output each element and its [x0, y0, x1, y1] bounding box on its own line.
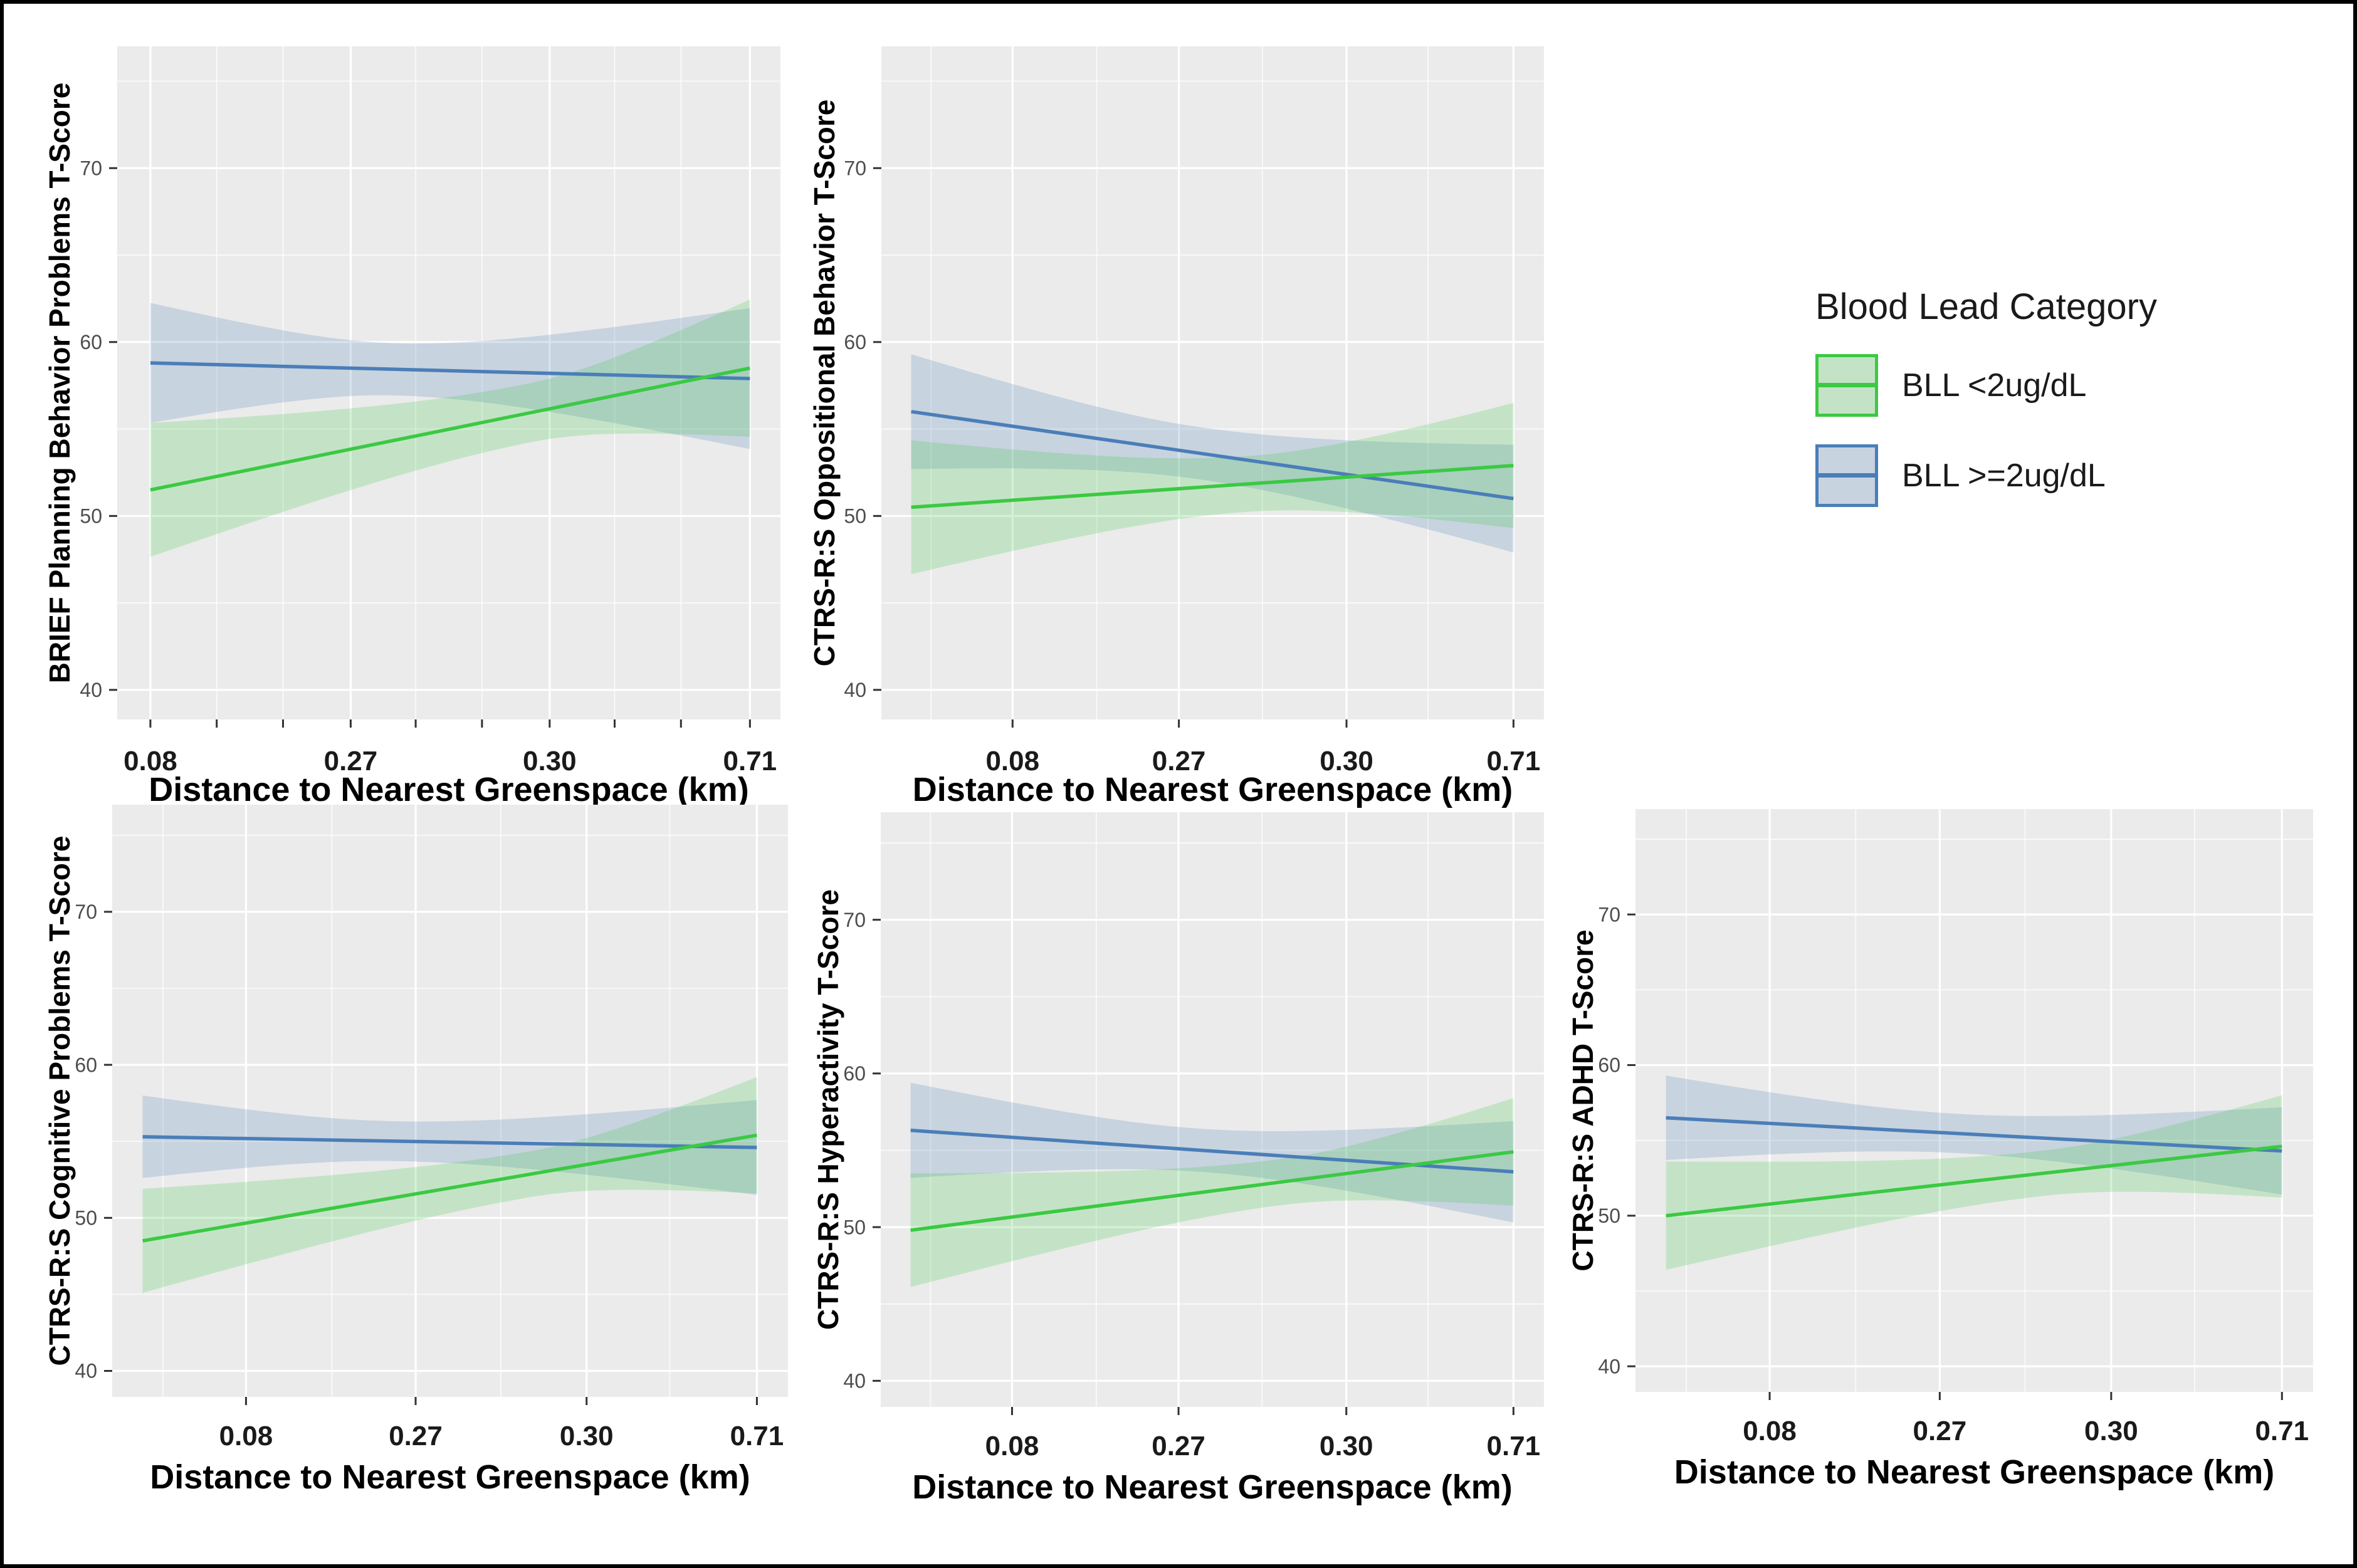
x-axis-title: Distance to Nearest Greenspace (km) — [912, 1468, 1512, 1506]
x-tick-label: 0.71 — [723, 746, 777, 776]
x-tick-label: 0.71 — [2255, 1416, 2309, 1446]
ci-ribbon — [911, 402, 1514, 575]
y-tick-label: 60 — [80, 331, 102, 353]
y-tick-label: 70 — [75, 901, 97, 923]
y-tick-label: 50 — [843, 1216, 866, 1238]
ci-ribbon — [142, 1095, 757, 1195]
panel-svg: 0.08 0.27 0.30 0.71 40 50 60 70 Distance to Near… — [808, 46, 1544, 808]
y-tick-label: 70 — [1598, 903, 1620, 926]
panel-background — [1635, 809, 2313, 1392]
y-tick-label: 70 — [80, 157, 102, 179]
y-tick-label: 60 — [1598, 1054, 1620, 1077]
chart-brief-planning: 0.08 0.27 0.30 0.71 40 50 60 70 Distance to Near… — [41, 10, 806, 825]
y-tick-label: 40 — [1598, 1355, 1620, 1377]
y-tick-label: 50 — [844, 505, 866, 528]
y-tick-label: 50 — [80, 505, 102, 528]
panel-background — [112, 805, 788, 1397]
panel-svg: 0.08 0.27 0.30 0.71 40 50 60 70 Distance to Near… — [1567, 809, 2313, 1491]
trend-line — [150, 361, 750, 380]
chart-cognitive-problems: 0.08 0.27 0.30 0.71 40 50 60 70 Distance to Near… — [41, 787, 819, 1514]
x-tick-label: 0.30 — [2084, 1416, 2138, 1446]
legend-items: BLL <2ug/dL BLL >=2ug/dL — [1815, 354, 2292, 507]
trend-line — [1666, 1116, 2282, 1153]
y-axis-title: CTRS-R:S Oppositional Behavior T-Score — [808, 100, 841, 667]
legend-item: BLL <2ug/dL — [1815, 354, 2292, 417]
panel-svg: 0.08 0.27 0.30 0.71 40 50 60 70 Distance to Near… — [43, 805, 788, 1496]
chart-hyperactivity: 0.08 0.27 0.30 0.71 40 50 60 70 Distance to Near… — [810, 787, 1575, 1514]
y-tick-label: 70 — [844, 157, 866, 179]
legend: Blood Lead Category BLL <2ug/dL BLL >=2ug… — [1815, 286, 2292, 535]
panel-svg: 0.08 0.27 0.30 0.71 40 50 60 70 Distance to Near… — [812, 812, 1544, 1506]
legend-key-line — [1819, 473, 1875, 478]
chart-oppositional-behavior: 0.08 0.27 0.30 0.71 40 50 60 70 Distance to Near… — [806, 10, 1571, 825]
y-tick-label: 40 — [844, 679, 866, 701]
y-tick-label: 50 — [75, 1207, 97, 1230]
x-tick-label: 0.27 — [389, 1421, 443, 1451]
panel-background — [881, 812, 1544, 1407]
panel-background — [881, 46, 1544, 719]
x-tick-label: 0.30 — [523, 746, 577, 776]
chart-adhd: 0.08 0.27 0.30 0.71 40 50 60 70 Distance to Near… — [1565, 787, 2348, 1514]
x-tick-label: 0.08 — [123, 746, 177, 776]
x-tick-label: 0.27 — [1152, 1431, 1205, 1461]
trend-line — [911, 464, 1514, 510]
x-tick-label: 0.71 — [730, 1421, 784, 1451]
y-tick-label: 40 — [80, 679, 102, 701]
panel-svg: 0.08 0.27 0.30 0.71 40 50 60 70 Distance to Near… — [43, 46, 780, 808]
trend-line — [142, 1133, 757, 1243]
x-tick-label: 0.30 — [560, 1421, 614, 1451]
ci-ribbon — [142, 1077, 757, 1293]
x-axis-title: Distance to Nearest Greenspace (km) — [913, 771, 1513, 808]
x-tick-label: 0.30 — [1320, 746, 1373, 776]
legend-title: Blood Lead Category — [1815, 286, 2157, 327]
legend-item-label: BLL <2ug/dL — [1902, 367, 2087, 404]
y-tick-label: 70 — [843, 909, 866, 931]
y-axis-title: CTRS-R:S ADHD T-Score — [1567, 929, 1599, 1271]
x-tick-label: 0.71 — [1487, 1431, 1541, 1461]
x-tick-label: 0.08 — [1743, 1416, 1797, 1446]
legend-key-swatch — [1815, 354, 1878, 417]
y-tick-label: 40 — [843, 1370, 866, 1393]
trend-line — [150, 366, 750, 492]
x-tick-label: 0.27 — [324, 746, 378, 776]
legend-key-swatch — [1815, 444, 1878, 507]
x-axis-title: Distance to Nearest Greenspace (km) — [149, 771, 748, 808]
trend-line — [911, 410, 1514, 501]
legend-key-line — [1819, 383, 1875, 387]
x-tick-label: 0.71 — [1487, 746, 1541, 776]
x-axis-title: Distance to Nearest Greenspace (km) — [150, 1458, 750, 1496]
ci-ribbon — [150, 303, 750, 449]
trend-line — [142, 1135, 757, 1149]
y-tick-label: 60 — [75, 1053, 97, 1076]
y-axis-title: BRIEF Planning Behavior Problems T-Score — [43, 83, 76, 684]
y-tick-label: 60 — [843, 1062, 866, 1085]
x-tick-label: 0.08 — [985, 1431, 1039, 1461]
x-axis-title: Distance to Nearest Greenspace (km) — [1674, 1453, 2274, 1491]
legend-item-label: BLL >=2ug/dL — [1902, 457, 2106, 494]
y-axis-title: CTRS-R:S Hyperactivity T-Score — [812, 889, 844, 1330]
x-tick-label: 0.30 — [1320, 1431, 1373, 1461]
x-tick-label: 0.27 — [1152, 746, 1206, 776]
x-tick-label: 0.08 — [219, 1421, 273, 1451]
y-tick-label: 60 — [844, 331, 866, 353]
y-axis-title: CTRS-R:S Cognitive Problems T-Score — [43, 835, 76, 1366]
x-tick-label: 0.08 — [985, 746, 1039, 776]
y-tick-label: 50 — [1598, 1205, 1620, 1227]
trend-line — [1666, 1144, 2282, 1218]
x-tick-label: 0.27 — [1913, 1416, 1967, 1446]
legend-item: BLL >=2ug/dL — [1815, 444, 2292, 507]
y-tick-label: 40 — [75, 1360, 97, 1382]
trend-line — [910, 1150, 1514, 1232]
